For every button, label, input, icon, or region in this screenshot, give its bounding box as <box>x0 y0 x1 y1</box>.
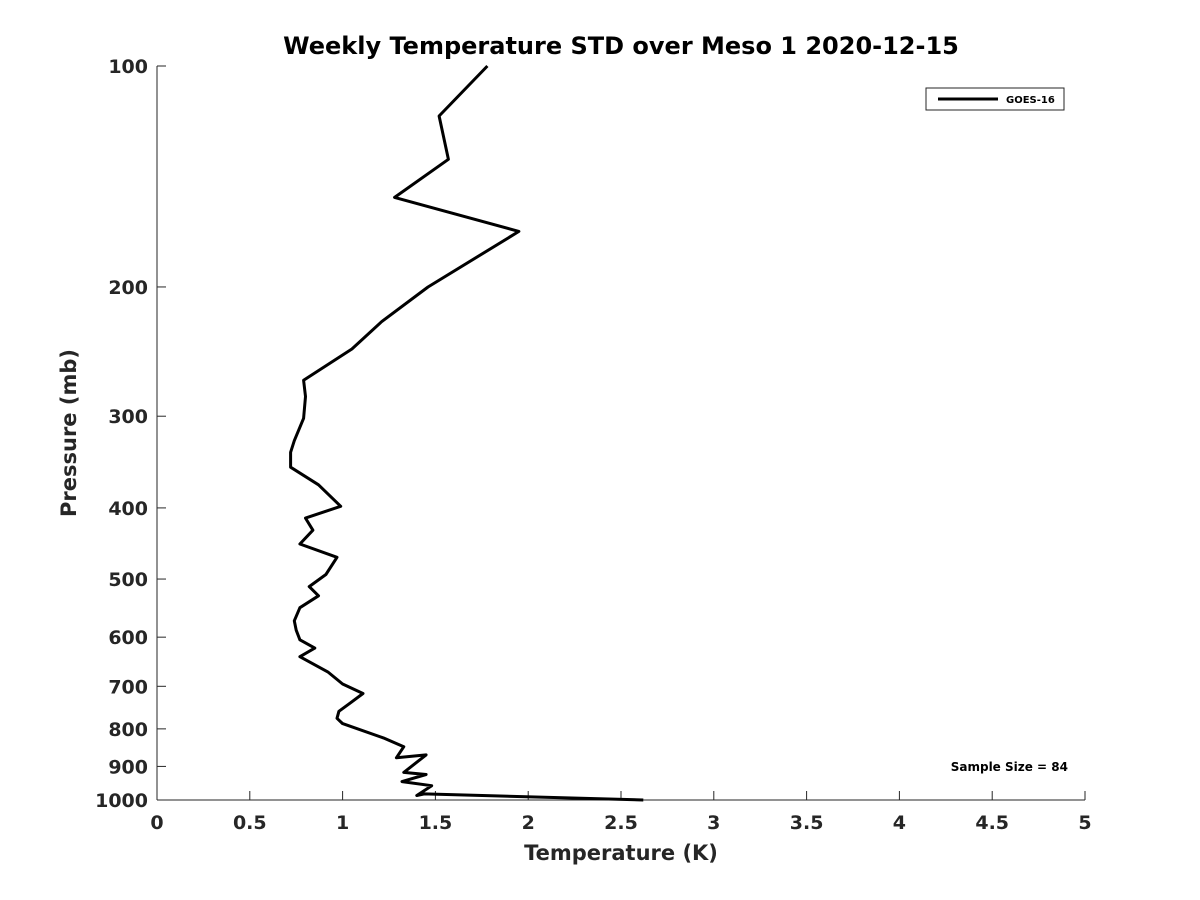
x-tick-label: 1.5 <box>419 812 453 834</box>
x-tick-label: 2 <box>522 812 535 834</box>
x-tick-label: 5 <box>1078 812 1091 834</box>
x-tick-label: 1 <box>336 812 349 834</box>
x-tick-label: 0 <box>150 812 163 834</box>
y-tick-label: 300 <box>108 406 148 428</box>
y-axis-ticks: 100 200 300 400 500 600 700 800 900 1000 <box>95 56 166 812</box>
legend-label: GOES-16 <box>1006 95 1055 106</box>
series-line-goes-16 <box>289 64 644 802</box>
y-axis-label: Pressure (mb) <box>57 349 81 517</box>
x-axis-ticks: 0 0.5 1 1.5 2 2.5 3 3.5 4 4.5 5 <box>150 791 1092 834</box>
series-group <box>289 64 644 802</box>
y-tick-label: 700 <box>108 676 148 698</box>
x-tick-label: 0.5 <box>233 812 267 834</box>
y-tick-label: 1000 <box>95 790 148 812</box>
x-tick-label: 4.5 <box>975 812 1009 834</box>
y-tick-label: 400 <box>108 498 148 520</box>
y-tick-label: 900 <box>108 756 148 778</box>
legend: GOES-16 <box>925 87 1065 111</box>
x-tick-label: 4 <box>893 812 906 834</box>
y-tick-label: 600 <box>108 627 148 649</box>
chart-title: Weekly Temperature STD over Meso 1 2020-… <box>283 32 959 60</box>
y-tick-label: 500 <box>108 569 148 591</box>
x-tick-label: 2.5 <box>604 812 638 834</box>
sample-size-annotation: Sample Size = 84 <box>951 760 1068 774</box>
x-axis-label: Temperature (K) <box>524 841 718 865</box>
x-tick-label: 3.5 <box>790 812 824 834</box>
y-tick-label: 100 <box>108 56 148 78</box>
y-tick-label: 800 <box>108 719 148 741</box>
x-tick-label: 3 <box>707 812 720 834</box>
y-tick-label: 200 <box>108 277 148 299</box>
